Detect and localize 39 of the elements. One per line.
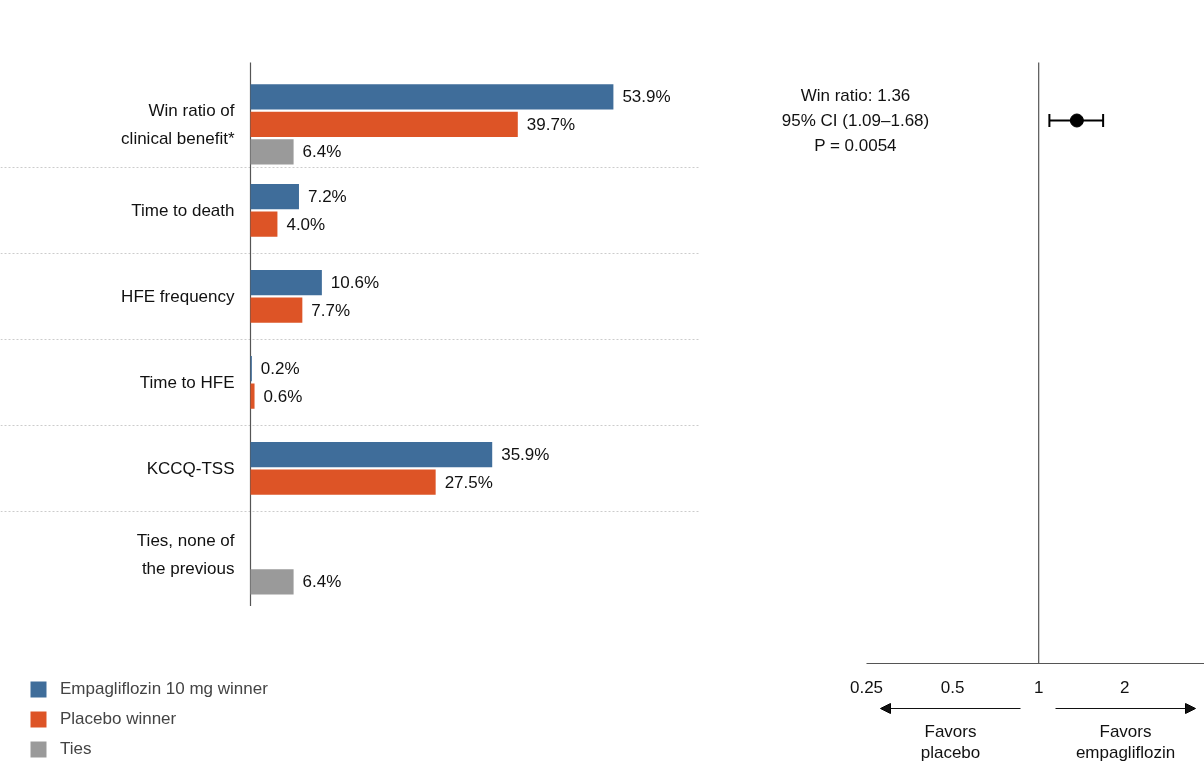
data-label: 7.2% (307, 187, 347, 207)
y-tick-label: KCCQ-TSS (146, 458, 235, 478)
annotation: 95% CI (1.09–1.68) (781, 111, 930, 130)
y-tick-label: HFE frequency (121, 286, 235, 306)
bar (250, 270, 322, 296)
data-label: 7.7% (311, 300, 351, 320)
data-label: 4.0% (286, 214, 326, 234)
bar (250, 139, 294, 165)
data-label: 10.6% (330, 273, 380, 293)
data-label: 6.4% (302, 142, 342, 162)
y-tick-label: Time to HFE (139, 372, 235, 392)
y-tick-label: Time to death (131, 200, 235, 220)
bar (250, 383, 255, 409)
bar (250, 569, 294, 595)
x-tick-label: 0.5 (940, 677, 965, 697)
x-tick-label: 0.25 (849, 677, 884, 697)
data-label: 0.6% (263, 386, 303, 406)
data-label: 35.9% (501, 445, 550, 465)
text: Favors placebo (920, 722, 981, 762)
data-label: 0.2% (260, 359, 300, 379)
annotation: P = 0.0054 (814, 136, 897, 155)
bar (250, 184, 299, 210)
legend-label: Placebo winner (60, 709, 177, 729)
bar (250, 297, 303, 323)
legend-label: Ties (60, 739, 92, 759)
legend-label: Empagliflozin 10 mg winner (60, 679, 268, 699)
text: Favors empagliflozin (1075, 722, 1176, 762)
data-label: 53.9% (622, 87, 671, 107)
data-label: 27.5% (444, 472, 493, 492)
y-tick-label: Win ratio of clinical benefit* (121, 100, 235, 149)
x-tick-label: 1 (1033, 677, 1044, 697)
bar (250, 211, 278, 237)
data-label: 6.4% (302, 572, 342, 592)
bar (250, 442, 493, 468)
bar (250, 469, 436, 495)
data-label: 39.7% (526, 114, 575, 134)
x-tick-label: 2 (1120, 677, 1130, 697)
annotation: Win ratio: 1.36 (800, 86, 911, 105)
y-tick-label: Ties, none of the previous (136, 530, 235, 579)
